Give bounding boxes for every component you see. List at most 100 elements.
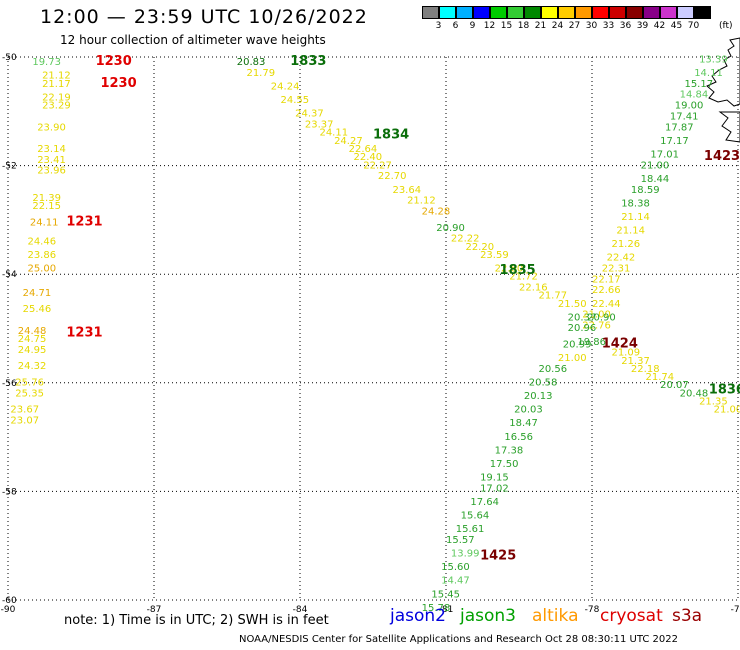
swh-label: 13.39 (699, 54, 728, 65)
swh-label: 24.11 (319, 128, 348, 139)
swh-label: 18.44 (641, 174, 670, 185)
swh-label: 23.59 (480, 250, 509, 261)
swh-label: 15.60 (441, 562, 470, 573)
longitude-tick-label: -81 (439, 605, 454, 615)
pass-time-label: 1425 (480, 548, 516, 563)
swh-label: 20.13 (524, 391, 553, 402)
colorbar-swatch (456, 6, 473, 19)
swh-label: 22.22 (451, 234, 480, 245)
swh-label: 21.74 (646, 372, 675, 383)
swh-label: 22.15 (32, 201, 61, 212)
colorbar-swatch (541, 6, 558, 19)
colorbar-label: 33 (602, 21, 615, 31)
swh-label: 15.61 (456, 524, 485, 535)
chile-coastline (706, 37, 740, 143)
colorbar-label: 9 (469, 21, 476, 31)
swh-label: 22.44 (592, 299, 621, 310)
map-title: 12:00 — 23:59 UTC 10/26/2022 (40, 6, 368, 28)
pass-time-label: 1423 (704, 149, 740, 164)
swh-label: 24.95 (18, 345, 47, 356)
pass-time-label: 1833 (290, 54, 326, 69)
pass-time-label: 1231 (66, 326, 102, 341)
swh-label: 20.90 (436, 223, 465, 234)
swh-label: 22.64 (349, 144, 378, 155)
swh-label: 17.87 (665, 122, 694, 133)
swh-labels: 19.7321.1221.1722.1923.2923.9023.1423.41… (10, 54, 740, 613)
swh-label: 24.24 (271, 82, 300, 93)
colorbar-swatch (507, 6, 524, 19)
swh-label: 18.59 (631, 185, 660, 196)
swh-label: 19.00 (675, 101, 704, 112)
swh-label: 21.00 (582, 310, 611, 321)
units-note: note: 1) Time is in UTC; 2) SWH is in fe… (64, 613, 329, 628)
swh-label: 22.42 (607, 253, 636, 264)
swh-label: 22.31 (602, 263, 631, 274)
colorbar-swatch (558, 6, 575, 19)
swh-label: 24.48 (18, 326, 47, 337)
swh-label: 23.86 (27, 250, 56, 261)
pass-time-label: 1230 (96, 54, 132, 69)
swh-label: 20.90 (587, 312, 616, 323)
swh-label: 15.45 (431, 589, 460, 600)
swh-label: 24.11 (30, 217, 59, 228)
pass-time-label: 1230 (100, 76, 136, 91)
pass-time-label: 1424 (602, 337, 638, 352)
swh-label: 24.46 (27, 236, 56, 247)
swh-label: 23.29 (42, 101, 71, 112)
swh-label: 20.56 (538, 364, 567, 375)
swh-label: 21.39 (32, 193, 61, 204)
map-subtitle: 12 hour collection of altimeter wave hei… (60, 33, 326, 47)
pass-time-label: 1835 (500, 263, 536, 278)
swh-label: 21.26 (611, 239, 640, 250)
swh-label: 24.37 (295, 109, 324, 120)
colorbar-swatch (490, 6, 507, 19)
latitude-tick-label: -54 (2, 270, 17, 280)
swh-label: 24.75 (18, 334, 47, 345)
swh-label: 21.00 (641, 160, 670, 171)
swh-label: 22.27 (363, 160, 392, 171)
swh-label: 23.14 (37, 144, 66, 155)
latitude-tick-label: -58 (2, 487, 17, 497)
colorbar-label: 45 (670, 21, 683, 31)
satellite-legend-altika: altika (532, 606, 579, 626)
swh-label: 24.55 (281, 95, 310, 106)
time-labels: 1230 1230 1231 1231 1833 1834 1835 1836 1423 1424… (66, 54, 740, 563)
colorbar-label: 15 (500, 21, 513, 31)
swh-label: 20.96 (568, 323, 597, 334)
colorbar-label: 27 (568, 21, 581, 31)
swh-label: 23.07 (10, 416, 39, 427)
colorbar-swatch (575, 6, 592, 19)
swh-label: 18.38 (621, 198, 650, 209)
swh-label: 17.41 (670, 111, 699, 122)
swh-label: 21.09 (611, 348, 640, 359)
swh-label: 17.02 (480, 483, 509, 494)
swh-label: 22.17 (592, 274, 621, 285)
colorbar-swatch (694, 6, 711, 19)
swh-label: 22.66 (592, 285, 621, 296)
swh-label: 22.16 (519, 282, 548, 293)
colorbar-label: 39 (636, 21, 649, 31)
swh-label: 23.64 (392, 185, 421, 196)
colorbar-swatch (592, 6, 609, 19)
swh-label: 13.99 (451, 549, 480, 560)
colorbar-swatch (643, 6, 660, 19)
colorbar-label: 18 (517, 21, 530, 31)
swh-label: 21.79 (246, 68, 275, 79)
colorbar-label: 6 (452, 21, 459, 31)
colorbar-label: 21 (534, 21, 547, 31)
latitude-tick-label: -50 (2, 53, 17, 63)
swh-label: 22.19 (42, 92, 71, 103)
longitude-tick-label: -75 (731, 605, 740, 615)
swh-label: 21.35 (699, 397, 728, 408)
swh-label: 25.46 (23, 304, 52, 315)
credit-line: NOAA/NESDIS Center for Satellite Applica… (239, 634, 678, 645)
swh-label: 21.14 (616, 225, 645, 236)
swh-label: 20.83 (237, 57, 266, 68)
colorbar-label: 42 (653, 21, 666, 31)
swh-label: 20.37 (568, 312, 597, 323)
swh-label: 20.58 (529, 378, 558, 389)
swh-label: 19.73 (32, 57, 61, 68)
colorbar-swatch (626, 6, 643, 19)
coastline (706, 37, 740, 143)
swh-label: 17.17 (660, 136, 689, 147)
